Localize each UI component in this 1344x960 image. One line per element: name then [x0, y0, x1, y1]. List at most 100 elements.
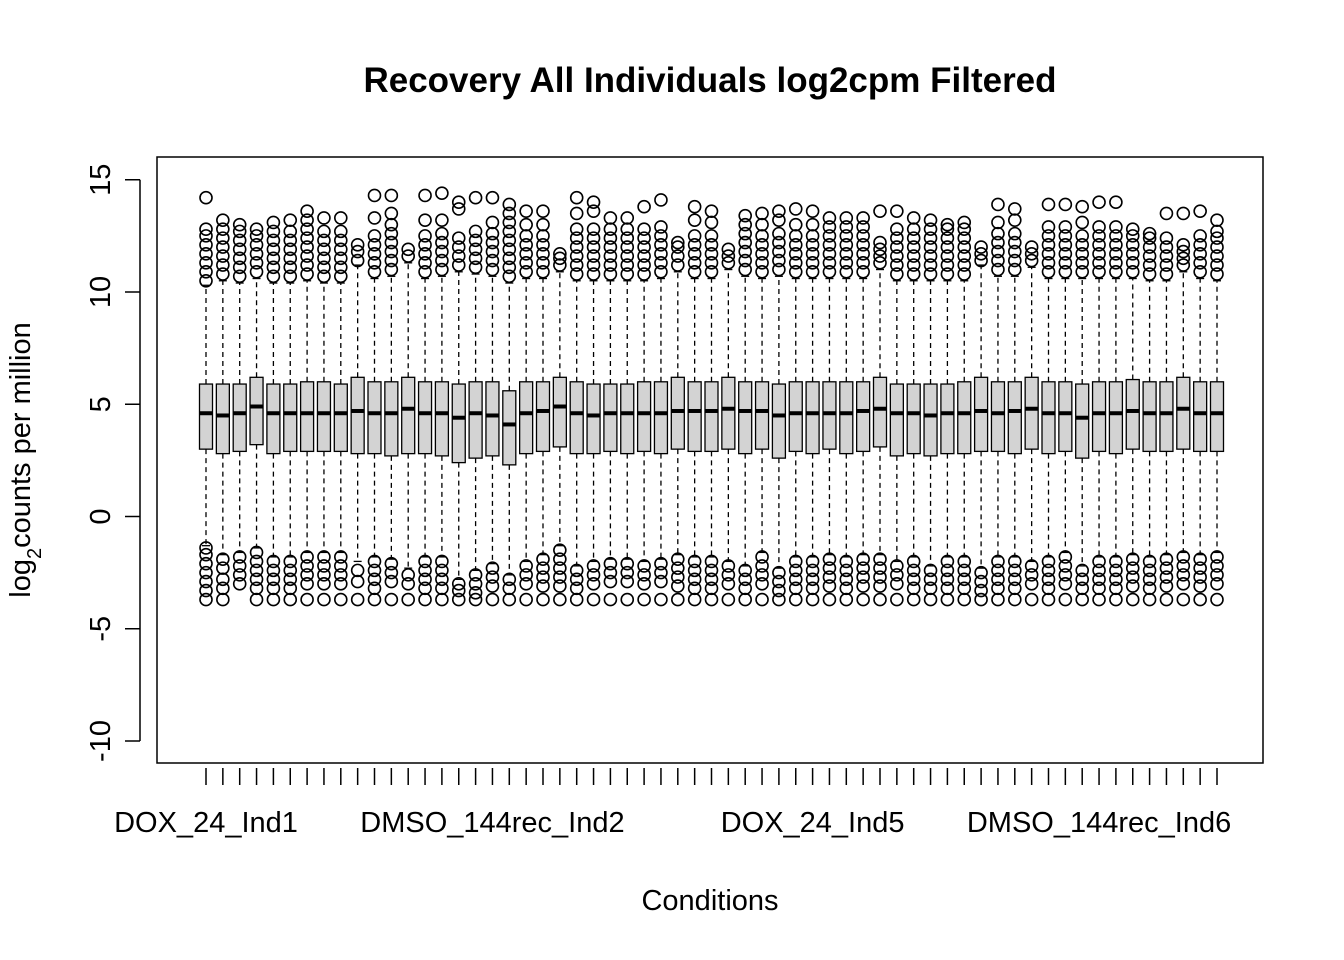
outlier-point — [772, 574, 786, 589]
outlier-point — [350, 563, 365, 578]
outlier-point — [772, 204, 786, 218]
outlier-point — [519, 264, 533, 279]
box-iqr — [872, 376, 888, 448]
outlier-point — [569, 231, 584, 245]
box-iqr — [940, 383, 955, 455]
outlier-point — [249, 592, 264, 607]
outlier-point — [637, 258, 651, 272]
outlier-point — [1193, 561, 1207, 575]
outlier-point — [1125, 247, 1140, 261]
outlier-point — [654, 264, 668, 279]
outlier-point — [232, 233, 247, 248]
box-44 — [923, 213, 938, 607]
outlier-point — [704, 563, 719, 578]
outlier-point — [620, 556, 635, 571]
outlier-point — [350, 574, 365, 589]
box-iqr — [350, 376, 365, 455]
outlier-point — [1075, 215, 1089, 230]
box-iqr — [1193, 381, 1208, 453]
box-53 — [1075, 199, 1090, 607]
outlier-point — [890, 231, 904, 245]
outlier-point — [839, 581, 854, 596]
outlier-point — [687, 563, 702, 578]
outlier-point — [1193, 552, 1207, 566]
outlier-point — [704, 204, 719, 218]
outlier-point — [586, 568, 601, 582]
outlier-point — [418, 264, 432, 279]
box-iqr — [1108, 381, 1124, 455]
outlier-point — [317, 260, 331, 275]
outlier-point — [755, 592, 769, 607]
outlier-point — [670, 235, 685, 250]
outlier-point — [435, 253, 449, 268]
outlier-point — [788, 563, 803, 578]
outlier-point — [704, 592, 719, 607]
x-axis: DOX_24_Ind1 DMSO_144rec_Ind2 DOX_24_Ind5 DM… — [114, 768, 1231, 839]
outlier-point — [216, 249, 230, 263]
outlier-point — [485, 253, 500, 268]
outlier-point — [940, 240, 955, 254]
outlier-point — [249, 563, 264, 578]
outlier-point — [1142, 592, 1157, 607]
box-iqr — [687, 381, 702, 453]
outlier-point — [485, 215, 500, 230]
x-tick-label: DMSO_144rec_Ind2 — [360, 807, 624, 839]
outlier-point — [856, 220, 870, 234]
outlier-point — [367, 264, 382, 279]
outlier-point — [788, 238, 803, 252]
outlier-point — [317, 568, 331, 582]
outlier-point — [974, 247, 988, 261]
outlier-point — [1058, 559, 1073, 573]
outlier-point — [940, 572, 955, 587]
outlier-point — [586, 222, 601, 236]
box-3 — [232, 217, 247, 591]
box-12 — [384, 188, 399, 607]
outlier-point — [1007, 253, 1022, 268]
outlier-point — [232, 260, 247, 275]
outlier-point — [1007, 572, 1022, 587]
outlier-point — [468, 260, 483, 275]
outlier-point — [199, 547, 213, 562]
outlier-point — [384, 574, 399, 589]
outlier-point — [199, 247, 213, 261]
outlier-point — [586, 267, 601, 281]
outlier-point — [1159, 231, 1174, 245]
outlier-point — [1159, 206, 1174, 221]
outlier-point — [586, 577, 601, 591]
outlier-point — [957, 231, 972, 245]
outlier-point — [199, 565, 213, 580]
outlier-point — [401, 249, 416, 263]
outlier-point — [536, 579, 550, 593]
outlier-point — [704, 229, 719, 243]
outlier-point — [367, 563, 382, 578]
outlier-point — [1159, 570, 1174, 584]
outlier-point — [839, 238, 854, 252]
box-iqr — [889, 383, 904, 457]
outlier-point — [923, 581, 938, 596]
outlier-point — [822, 247, 837, 261]
outlier-point — [317, 559, 331, 573]
outlier-point — [1041, 220, 1056, 234]
outlier-point — [216, 258, 230, 272]
box-iqr — [738, 381, 753, 455]
outlier-point — [772, 583, 786, 598]
outlier-point — [451, 592, 466, 607]
box-61 — [1209, 213, 1225, 607]
box-26 — [620, 211, 635, 607]
outlier-point — [940, 581, 955, 596]
outlier-point — [1142, 231, 1157, 245]
outlier-point — [1109, 554, 1123, 569]
outlier-point — [216, 592, 230, 607]
outlier-point — [704, 581, 719, 596]
outlier-point — [1058, 592, 1073, 607]
outlier-point — [923, 249, 938, 263]
outlier-point — [620, 592, 635, 607]
outlier-point — [738, 244, 753, 259]
outlier-point — [216, 231, 230, 245]
outlier-point — [569, 249, 584, 263]
outlier-point — [249, 256, 264, 270]
outlier-point — [603, 240, 618, 254]
outlier-point — [687, 592, 702, 607]
outlier-point — [1058, 229, 1073, 243]
outlier-point — [435, 563, 449, 578]
